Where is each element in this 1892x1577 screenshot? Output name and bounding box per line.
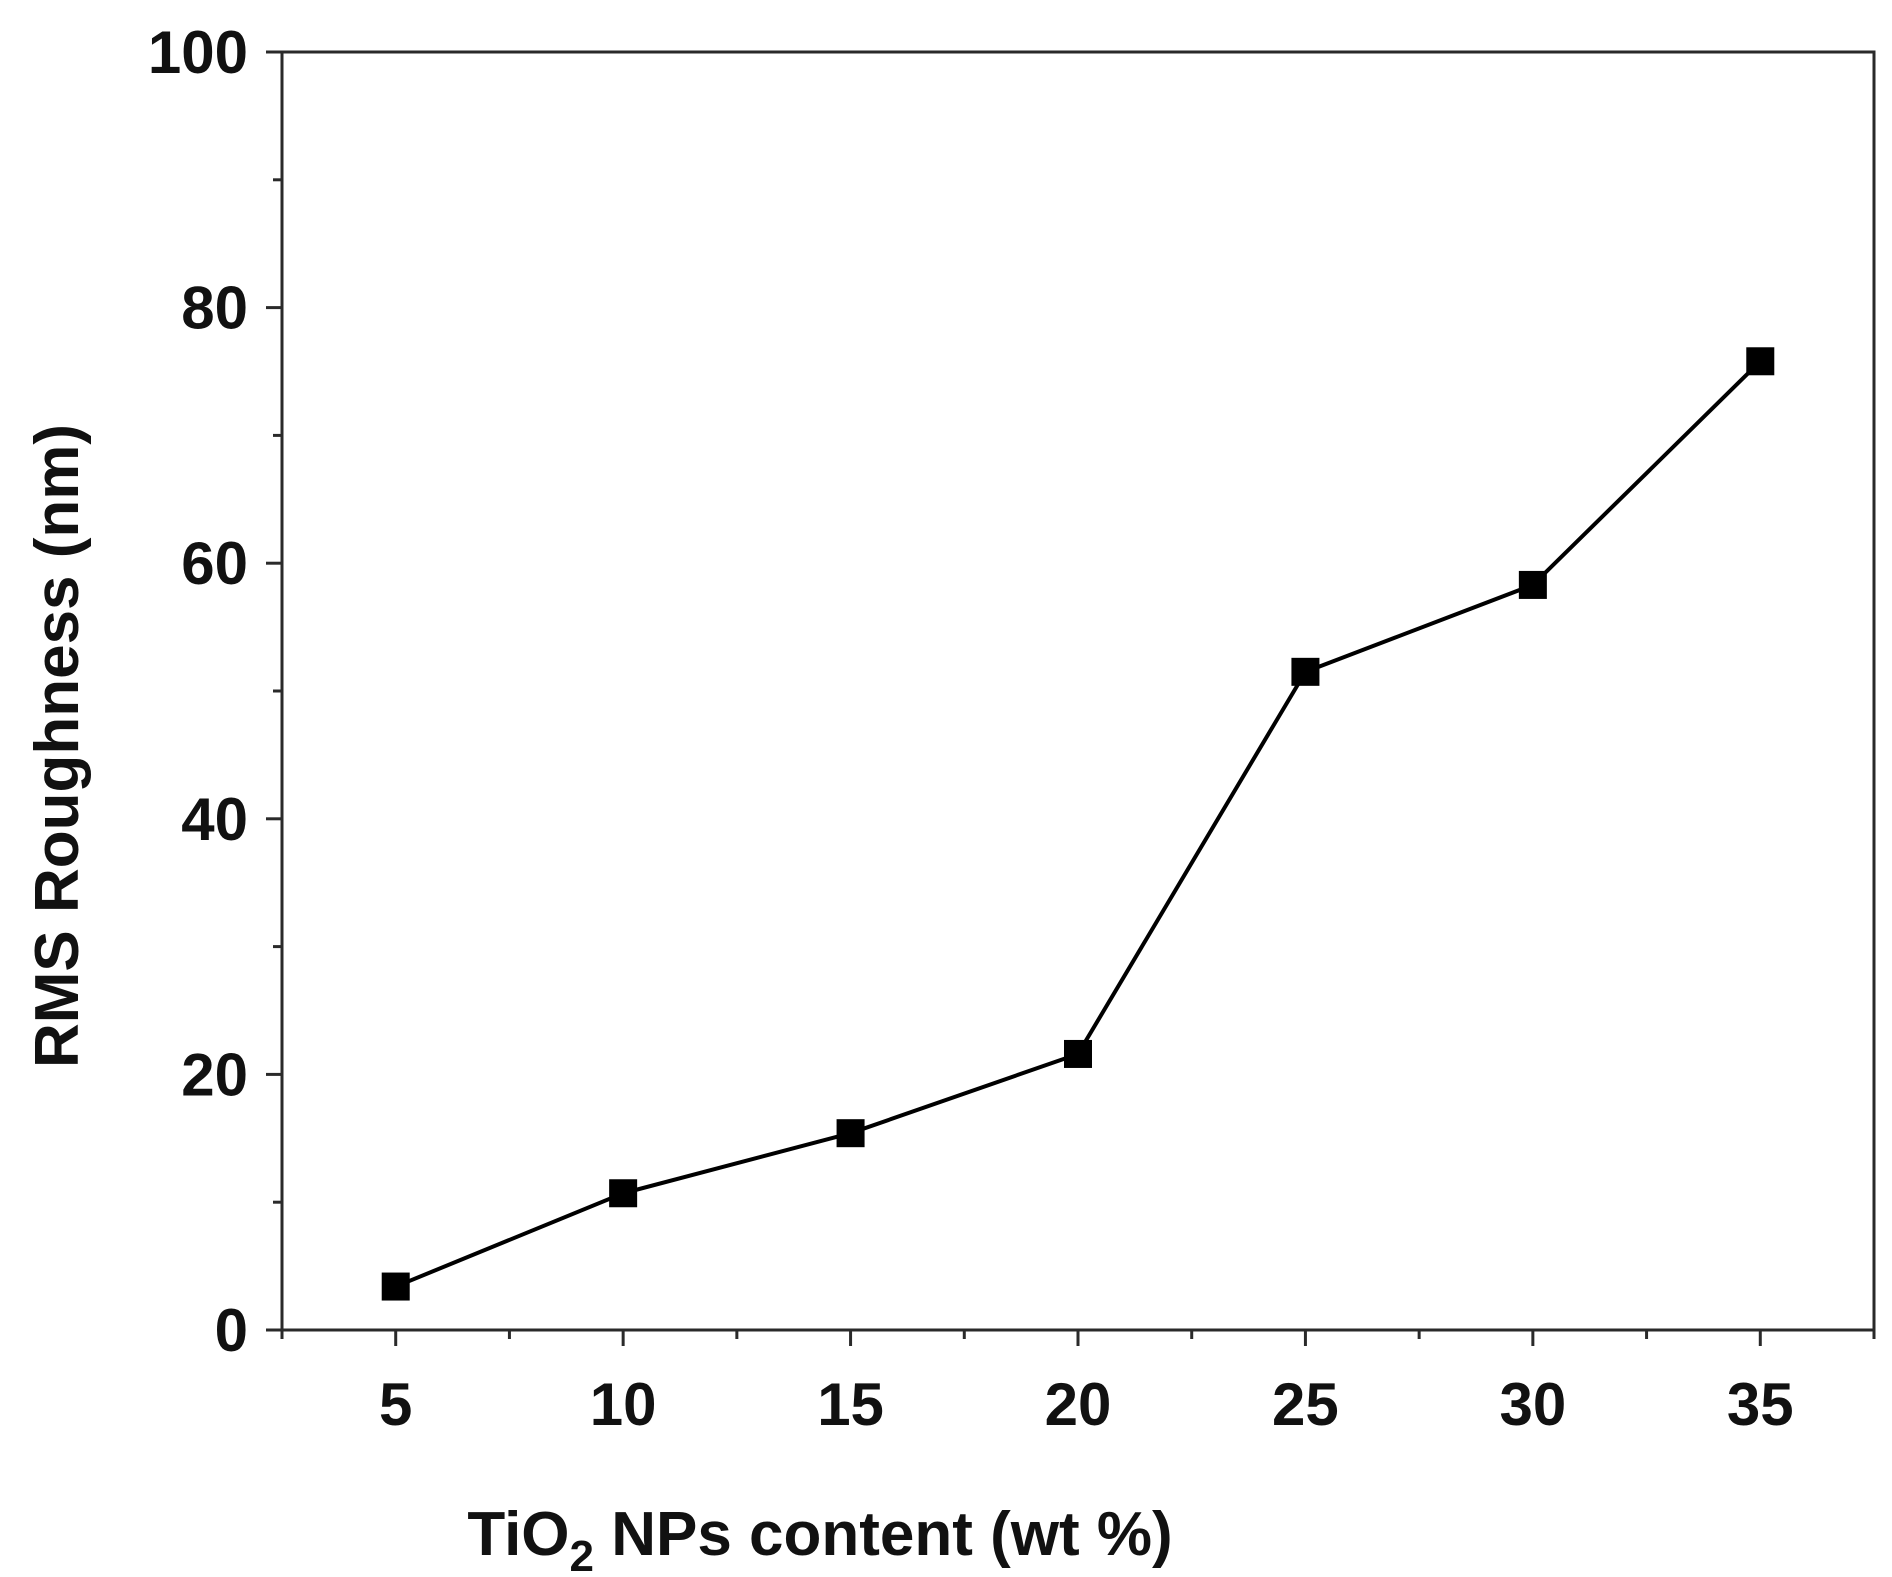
- data-point-marker: [1064, 1039, 1092, 1068]
- data-point-marker: [836, 1119, 865, 1148]
- x-tick-label: 15: [817, 1371, 884, 1438]
- data-point-marker: [1746, 347, 1775, 376]
- y-tick-label: 0: [215, 1297, 248, 1364]
- data-point-marker: [609, 1179, 638, 1208]
- series-line: [394, 359, 1762, 1289]
- plot-frame: [280, 50, 1876, 1332]
- x-axis-label-rest: NPs content (wt %): [594, 1500, 1173, 1569]
- y-tick-label: 20: [181, 1041, 248, 1108]
- x-axis-label-subscript: 2: [570, 1532, 594, 1577]
- axes-frame: [280, 50, 1876, 1332]
- x-tick-label: 30: [1499, 1371, 1566, 1438]
- y-tick-label: 100: [148, 19, 248, 86]
- y-tick-label: 80: [181, 275, 248, 342]
- x-tick-label: 10: [590, 1371, 657, 1438]
- x-axis-ticks: 5 10 15 20 25 30 35: [280, 1330, 1876, 1438]
- data-series: [381, 347, 1775, 1301]
- data-point-marker: [1291, 657, 1320, 686]
- y-axis-label: RMS Roughness (nm): [23, 424, 92, 1068]
- x-tick-label: 35: [1727, 1371, 1794, 1438]
- data-point-marker: [1518, 570, 1547, 599]
- x-tick-label: 5: [379, 1371, 412, 1438]
- x-tick-label: 20: [1045, 1371, 1112, 1438]
- x-axis-label-main: TiO: [467, 1500, 569, 1569]
- y-tick-label: 60: [181, 530, 248, 597]
- data-point-marker: [381, 1272, 410, 1301]
- y-tick-label: 40: [181, 786, 248, 853]
- y-axis-ticks: 0 20 40 60 80 100: [148, 19, 282, 1364]
- x-tick-label: 25: [1272, 1371, 1339, 1438]
- x-axis-label: TiO2 NPs content (wt %): [467, 1500, 1172, 1577]
